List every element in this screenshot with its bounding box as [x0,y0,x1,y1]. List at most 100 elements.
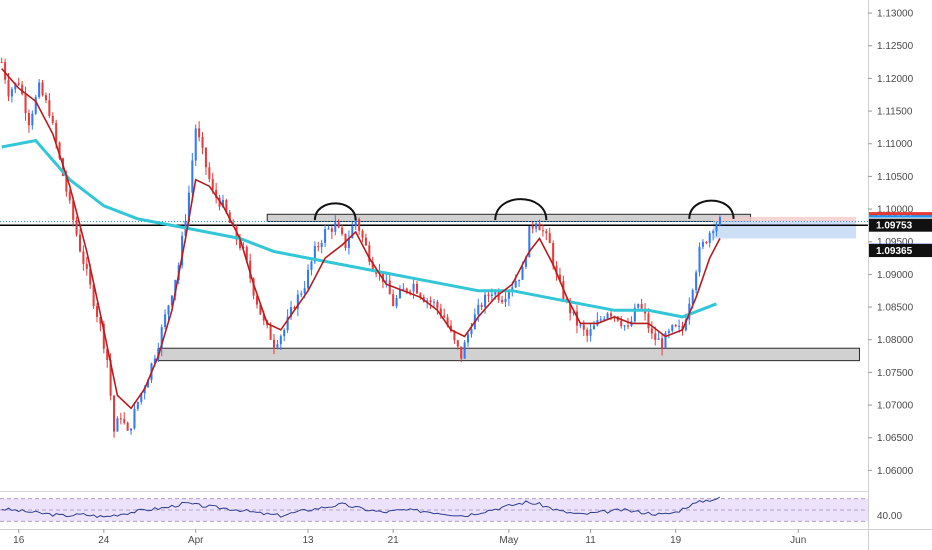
candle-body-131 [446,317,449,326]
candle-body-39 [133,408,136,429]
candle-body-144 [490,294,493,297]
moving-averages-layer [1,68,721,410]
candle-body-48 [164,314,167,328]
candle-body-112 [381,271,384,282]
y-tick-label-11: 1.07500 [877,368,914,379]
candle-body-145 [494,291,497,295]
candle-body-113 [385,280,388,282]
candle-body-178 [606,313,609,319]
price-tag-label-3: 1.09753 [876,221,913,232]
x-tick-label-8: Jun [790,535,806,546]
candle-body-152 [518,279,521,282]
y-tick-label-5: 1.10500 [877,172,914,183]
candle-body-99 [337,222,340,228]
x-tick-label-3: 13 [302,535,314,546]
fast-moving-average-line [1,68,721,410]
y-tick-label-14: 1.06000 [877,466,914,477]
candle-body-82 [279,336,282,345]
candle-body-192 [654,333,657,340]
y-tick-label-4: 1.11000 [877,139,913,150]
candle-body-29 [99,316,102,324]
candle-body-107 [364,237,367,246]
candle-body-167 [569,300,572,314]
y-tick-label-13: 1.06500 [877,433,914,444]
candle-body-93 [317,246,320,248]
candle-body-117 [398,289,401,298]
candle-body-34 [116,418,119,432]
candle-body-10 [34,97,37,114]
x-tick-label-2: Apr [188,535,204,546]
arch-drawing-0 [313,202,357,221]
y-tick-label-12: 1.07000 [877,401,914,412]
candle-body-172 [586,329,589,336]
candle-body-26 [89,268,92,285]
candle-body-206 [701,241,704,247]
price-tags-layer: 1.098541.0980702:55:171.097531.093711.09… [869,212,932,258]
oscillator-tick-label-0: 40.00 [877,511,902,522]
candle-body-155 [528,226,531,258]
candle-body-187 [637,304,640,308]
candle-body-11 [38,82,41,98]
zones-layer [0,213,868,362]
candle-body-119 [405,288,408,292]
candle-body-32 [109,360,112,396]
candle-body-193 [657,338,660,340]
candle-body-1 [4,62,7,80]
candle-body-28 [95,306,99,317]
candle-body-57 [194,128,197,161]
x-tick-label-7: 19 [670,535,682,546]
oscillator-pane[interactable] [0,496,868,522]
candle-body-87 [296,294,299,309]
candle-body-169 [575,311,578,326]
candle-body-24 [82,251,85,265]
candle-body-76 [259,304,262,315]
candle-body-80 [272,339,276,348]
candle-body-8 [27,113,30,126]
candle-body-95 [324,229,327,243]
candle-body-201 [684,319,687,331]
candle-body-91 [310,261,313,270]
candle-body-115 [392,294,395,307]
candle-body-56 [191,160,194,193]
candle-body-4 [14,83,17,90]
candle-body-79 [269,325,272,340]
y-tick-label-7: 1.09500 [877,237,914,248]
candle-body-174 [592,325,596,330]
candle-body-162 [552,243,555,266]
candle-body-53 [181,235,184,266]
candle-body-171 [582,324,585,330]
candle-body-135 [460,346,463,359]
candle-body-15 [51,116,54,123]
candle-body-149 [507,291,510,299]
candle-body-73 [249,260,252,279]
candle-body-121 [412,283,415,292]
candle-body-176 [599,319,602,321]
candle-body-123 [419,293,422,298]
candle-body-154 [524,257,527,267]
candle-body-89 [303,288,306,294]
candle-body-19 [65,175,68,192]
x-tick-label-4: 21 [388,535,400,546]
candle-body-143 [487,294,490,297]
y-tick-label-1: 1.12500 [877,41,914,52]
candle-body-205 [698,246,701,273]
candle-body-17 [58,142,61,159]
candle-body-35 [119,418,122,420]
candle-body-190 [647,313,650,329]
candle-body-13 [44,95,47,101]
candle-body-153 [521,266,524,280]
candle-body-120 [409,291,412,293]
x-tick-label-5: May [499,535,518,546]
drawings-layer [313,198,735,221]
candle-body-194 [661,338,664,348]
candle-body-22 [75,220,78,235]
candle-body-77 [262,314,265,321]
candle-body-3 [10,89,13,97]
candle-body-164 [558,274,561,281]
candle-body-92 [313,246,316,262]
candle-body-183 [623,325,626,327]
candle-body-184 [627,325,630,327]
candle-body-106 [361,230,364,238]
candle-body-84 [286,316,289,331]
